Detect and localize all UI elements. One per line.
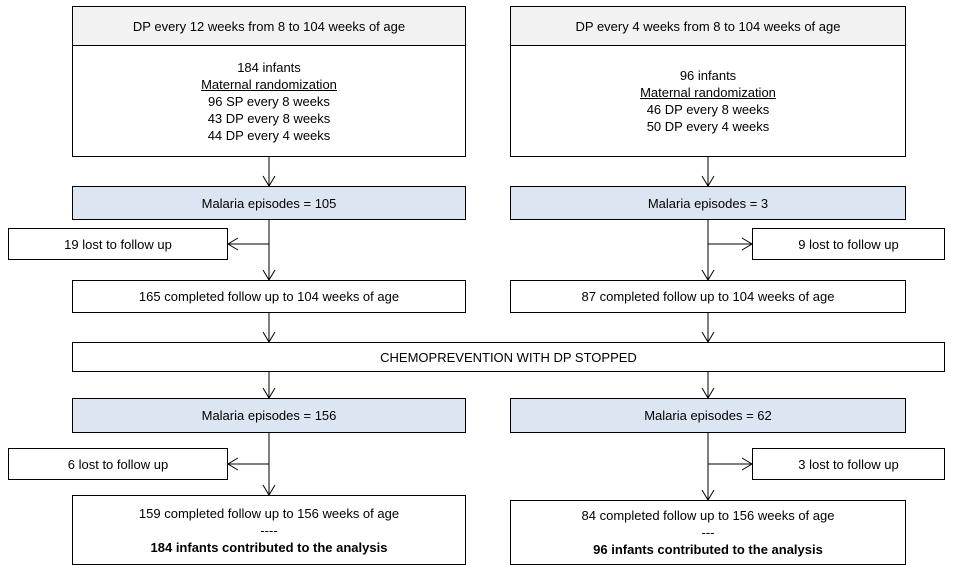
arrow-head [227, 237, 239, 251]
regimen-box: DP every 4 weeks from 8 to 104 weeks of … [510, 6, 906, 46]
details-box: 184 infants Maternal randomization 96 SP e… [72, 45, 466, 157]
malaria-box: Malaria episodes = 105 [72, 186, 466, 220]
box-text: Maternal randomization [201, 76, 337, 92]
lost-box: 3 lost to follow up [752, 448, 945, 480]
box-text: 9 lost to follow up [798, 236, 899, 252]
box-text: 19 lost to follow up [64, 236, 172, 252]
box-text: Malaria episodes = 156 [201, 408, 337, 423]
box-text: 6 lost to follow up [67, 456, 169, 472]
box-text: DP every 4 weeks from 8 to 104 weeks of … [575, 18, 841, 34]
box-text: 96 infants [679, 68, 737, 83]
box-text: 87 completed follow up to 104 weeks of a… [581, 289, 835, 304]
box-text: ---- [260, 522, 278, 538]
box-text: Malaria episodes = 62 [644, 408, 772, 423]
box-text: 96 SP every 8 weeks [208, 93, 330, 109]
box-text: DP every 12 weeks from 8 to 104 weeks of… [132, 18, 406, 34]
completed-box: 165 completed follow up to 104 weeks of … [72, 280, 466, 313]
left-arrows [227, 157, 276, 496]
regimen-box: DP every 12 weeks from 8 to 104 weeks of… [72, 6, 466, 46]
box-text: 184 infants [237, 59, 301, 75]
box-text: 84 completed follow up to 156 weeks of a… [581, 508, 835, 523]
box-text: Malaria episodes = 105 [201, 195, 337, 211]
box-text: CHEMOPREVENTION WITH DP STOPPED [380, 349, 637, 365]
box-text: 96 infants contributed to the analysis [593, 542, 823, 557]
box-text: 159 completed follow up to 156 weeks of … [138, 505, 400, 521]
lost-box: 19 lost to follow up [8, 228, 228, 260]
arrow-head [227, 457, 239, 471]
box-text: Malaria episodes = 3 [647, 195, 769, 211]
box-text: 3 lost to follow up [798, 456, 899, 472]
box-text: 46 DP every 8 weeks [646, 102, 770, 117]
malaria-box: Malaria episodes = 62 [510, 398, 906, 433]
box-text: Maternal randomization [640, 85, 776, 100]
lost-box: 9 lost to follow up [752, 228, 945, 260]
box-text: 44 DP every 4 weeks [207, 127, 331, 143]
lost-box: 6 lost to follow up [8, 448, 228, 480]
final-box: 84 completed follow up to 156 weeks of a… [510, 500, 906, 565]
box-text: 50 DP every 4 weeks [646, 119, 770, 134]
details-box: 96 infants Maternal randomization 46 DP ev… [510, 45, 906, 157]
box-text: --- [701, 525, 715, 540]
completed-box: 87 completed follow up to 104 weeks of a… [510, 280, 906, 313]
box-text: 165 completed follow up to 104 weeks of … [138, 289, 400, 304]
stop-box: CHEMOPREVENTION WITH DP STOPPED [72, 342, 945, 372]
final-box: 159 completed follow up to 156 weeks of … [72, 495, 466, 565]
malaria-box: Malaria episodes = 156 [72, 398, 466, 433]
malaria-box: Malaria episodes = 3 [510, 186, 906, 220]
box-text: 184 infants contributed to the analysis [150, 539, 388, 555]
box-text: 43 DP every 8 weeks [207, 110, 331, 126]
